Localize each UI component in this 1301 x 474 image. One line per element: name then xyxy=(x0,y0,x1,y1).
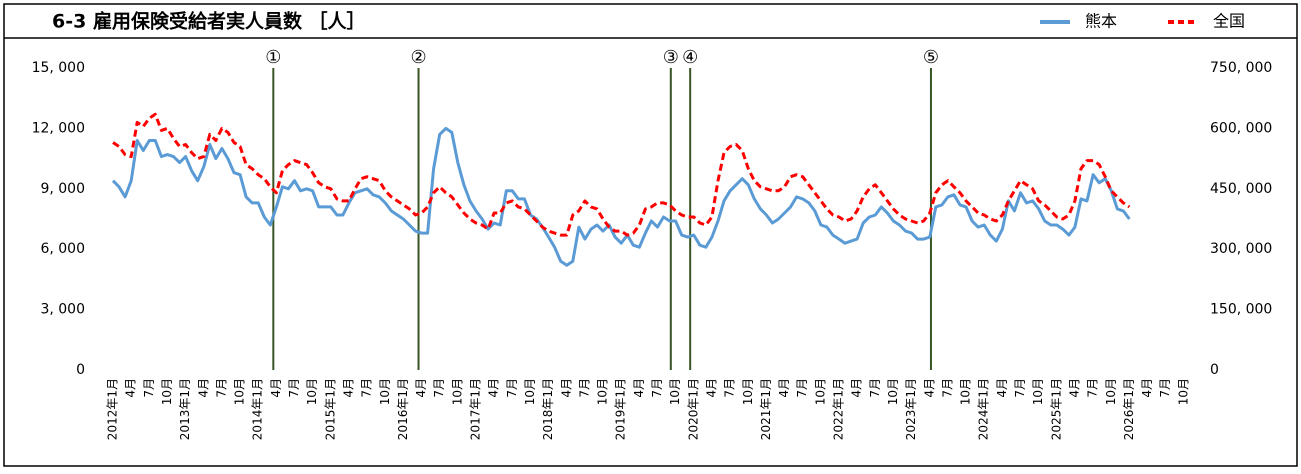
x-tick-label: 7月 xyxy=(360,378,374,398)
x-tick-label: 4月 xyxy=(487,378,501,398)
x-tick-label: 2020年1月 xyxy=(686,378,700,440)
x-tick-label: 10月 xyxy=(959,378,973,405)
x-tick-label: 10月 xyxy=(233,378,247,405)
x-tick-label: 2013年1月 xyxy=(178,378,192,440)
x-tick-label: 7月 xyxy=(287,378,301,398)
x-tick-label: 4月 xyxy=(777,378,791,398)
x-tick-label: 4月 xyxy=(632,378,646,398)
x-tick-label: 2023年1月 xyxy=(904,378,918,440)
x-tick-label: 4月 xyxy=(269,378,283,398)
legend-label: 熊本 xyxy=(1085,12,1117,31)
event-marker-label: ④ xyxy=(682,47,698,68)
x-tick-label: 4月 xyxy=(559,378,573,398)
x-tick-label: 7月 xyxy=(505,378,519,398)
x-tick-label: 2015年1月 xyxy=(323,378,337,440)
x-tick-label: 7月 xyxy=(214,378,228,398)
y2-tick-label: 600, 000 xyxy=(1210,120,1272,136)
x-tick-label: 10月 xyxy=(886,378,900,405)
frame xyxy=(3,3,1298,467)
event-marker-label: ① xyxy=(265,47,281,68)
event-marker-label: ⑤ xyxy=(923,47,939,68)
x-tick-label: 7月 xyxy=(142,378,156,398)
x-tick-label: 4月 xyxy=(1067,378,1081,398)
y-tick-label: 9, 000 xyxy=(40,181,85,197)
x-tick-label: 2016年1月 xyxy=(396,378,410,440)
x-tick-label: 2017年1月 xyxy=(469,378,483,440)
x-tick-label: 4月 xyxy=(414,378,428,398)
x-tick-label: 7月 xyxy=(432,378,446,398)
x-tick-label: 2014年1月 xyxy=(251,378,265,440)
y-tick-label: 15, 000 xyxy=(32,60,85,76)
y2-tick-label: 450, 000 xyxy=(1210,181,1272,197)
x-tick-label: 7月 xyxy=(1158,378,1172,398)
x-tick-label: 10月 xyxy=(1104,378,1118,405)
x-tick-label: 4月 xyxy=(1140,378,1154,398)
x-tick-label: 7月 xyxy=(1013,378,1027,398)
x-tick-label: 10月 xyxy=(741,378,755,405)
x-tick-label: 10月 xyxy=(523,378,537,405)
series-line xyxy=(111,126,1131,267)
x-tick-label: 2026年1月 xyxy=(1122,378,1136,440)
x-tick-label: 2024年1月 xyxy=(977,378,991,440)
y-tick-label: 3, 000 xyxy=(40,302,85,318)
x-tick-label: 4月 xyxy=(341,378,355,398)
chart-title: 6-3 雇用保険受給者実人員数 ［人］ xyxy=(52,10,366,33)
y2-tick-label: 300, 000 xyxy=(1210,241,1272,257)
event-marker-label: ③ xyxy=(663,47,679,68)
x-tick-label: 2012年1月 xyxy=(106,378,120,440)
x-tick-label: 10月 xyxy=(813,378,827,405)
x-tick-label: 10月 xyxy=(378,378,392,405)
x-tick-label: 7月 xyxy=(723,378,737,398)
y2-tick-label: 150, 000 xyxy=(1210,302,1272,318)
x-tick-label: 7月 xyxy=(650,378,664,398)
x-tick-label: 10月 xyxy=(305,378,319,405)
x-tick-label: 4月 xyxy=(196,378,210,398)
x-tick-label: 10月 xyxy=(596,378,610,405)
x-tick-label: 7月 xyxy=(577,378,591,398)
y-tick-label: 12, 000 xyxy=(32,120,85,136)
y2-tick-label: 0 xyxy=(1210,362,1219,378)
y2-tick-label: 750, 000 xyxy=(1210,60,1272,76)
x-tick-label: 10月 xyxy=(450,378,464,405)
x-tick-label: 10月 xyxy=(1031,378,1045,405)
x-tick-label: 4月 xyxy=(124,378,138,398)
x-tick-label: 7月 xyxy=(940,378,954,398)
x-tick-label: 2021年1月 xyxy=(759,378,773,440)
y-tick-label: 0 xyxy=(76,362,85,378)
x-tick-label: 7月 xyxy=(795,378,809,398)
x-tick-label: 7月 xyxy=(1086,378,1100,398)
x-tick-label: 4月 xyxy=(922,378,936,398)
x-tick-label: 2019年1月 xyxy=(614,378,628,440)
x-tick-label: 7月 xyxy=(868,378,882,398)
x-tick-label: 4月 xyxy=(995,378,1009,398)
x-tick-label: 4月 xyxy=(850,378,864,398)
series-line xyxy=(112,112,1131,237)
x-tick-label: 2018年1月 xyxy=(541,378,555,440)
x-tick-label: 10月 xyxy=(668,378,682,405)
x-tick-label: 2025年1月 xyxy=(1049,378,1063,440)
event-marker-label: ② xyxy=(410,47,426,68)
legend-label: 全国 xyxy=(1213,12,1245,31)
y-tick-label: 6, 000 xyxy=(40,241,85,257)
x-tick-label: 10月 xyxy=(160,378,174,405)
x-tick-label: 4月 xyxy=(704,378,718,398)
x-tick-label: 2022年1月 xyxy=(832,378,846,440)
x-tick-label: 10月 xyxy=(1176,378,1190,405)
